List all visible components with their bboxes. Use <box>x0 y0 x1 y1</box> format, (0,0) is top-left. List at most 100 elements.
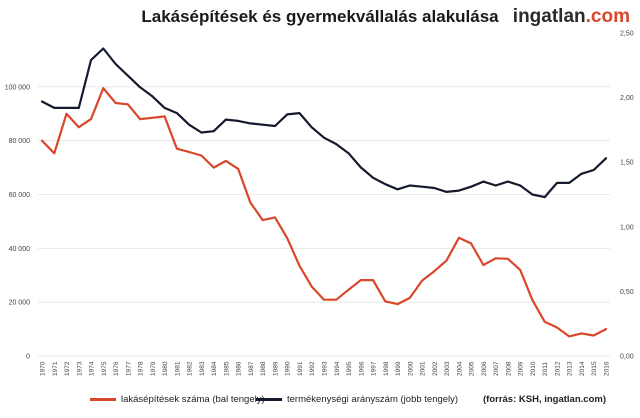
x-tick-label: 2014 <box>579 361 586 376</box>
x-tick-label: 1976 <box>113 361 120 376</box>
x-tick-label: 2012 <box>554 361 561 376</box>
data-point <box>102 87 105 90</box>
data-point <box>359 279 362 281</box>
data-point <box>592 169 595 171</box>
data-point <box>126 103 129 106</box>
x-tick-label: 1993 <box>322 361 329 376</box>
data-point <box>568 335 571 338</box>
data-point <box>310 126 313 129</box>
series-points-2 <box>41 47 607 198</box>
x-tick-label: 1973 <box>76 361 83 376</box>
data-point <box>519 184 522 187</box>
y-left-tick-label: 20 000 <box>9 300 31 307</box>
data-point <box>175 147 178 150</box>
x-tick-label: 1970 <box>40 361 47 376</box>
x-tick-label: 1978 <box>138 361 145 376</box>
y-right-tick-label: 0,00 <box>620 354 634 361</box>
data-point <box>139 118 141 121</box>
data-point <box>335 143 338 146</box>
data-point <box>556 181 558 184</box>
data-point <box>310 285 313 288</box>
x-tick-label: 1982 <box>187 361 194 376</box>
data-point <box>261 219 264 221</box>
x-tick-label: 2016 <box>604 361 611 376</box>
x-tick-label: 1984 <box>211 361 218 376</box>
y-left-tick-label: 80 000 <box>9 138 31 145</box>
legend-label-series2: termékenységi arányszám (jobb tengely) <box>287 394 459 405</box>
y-left-tick-label: 100 000 <box>5 84 30 91</box>
data-point <box>298 112 301 115</box>
x-tick-label: 1995 <box>346 361 353 376</box>
data-point <box>139 86 141 89</box>
data-point <box>433 187 436 189</box>
data-point <box>531 299 534 301</box>
data-point <box>457 236 460 239</box>
x-tick-label: 2013 <box>567 361 574 376</box>
y-left-tick-label: 60 000 <box>9 192 31 199</box>
brand-name: ingatlan <box>512 6 586 27</box>
data-point <box>482 180 485 183</box>
y-left-tick-label: 0 <box>26 354 30 361</box>
data-point <box>65 112 68 115</box>
x-tick-label: 2001 <box>420 361 427 376</box>
y-right-tick-label: 2,50 <box>620 31 634 38</box>
data-point <box>114 63 117 65</box>
data-point <box>592 334 595 337</box>
data-point <box>323 136 325 139</box>
data-point <box>372 279 374 281</box>
x-tick-label: 1980 <box>162 361 169 376</box>
data-point <box>151 116 154 119</box>
data-point <box>114 102 117 104</box>
x-tick-label: 1988 <box>260 361 267 376</box>
x-tick-label: 2008 <box>505 361 512 376</box>
x-tick-label: 1977 <box>125 361 132 376</box>
data-point <box>200 131 203 134</box>
data-point <box>568 181 571 184</box>
data-point <box>53 107 56 109</box>
data-point <box>507 257 509 260</box>
data-point <box>323 298 325 301</box>
data-point <box>274 216 276 219</box>
x-tick-label: 2005 <box>469 361 476 376</box>
data-point <box>445 259 448 262</box>
data-point <box>249 122 252 125</box>
data-point <box>531 193 534 196</box>
series-line-2 <box>40 47 608 199</box>
x-axis: 1970 1971 1972 1973 1974 1975 1976 1977 1978 1979… <box>40 361 611 376</box>
data-point <box>188 123 191 126</box>
data-point <box>77 126 80 129</box>
data-point <box>175 112 178 115</box>
x-tick-label: 1989 <box>272 361 279 376</box>
legend-label-series1: lakásépítések száma (bal tengely) <box>121 394 265 405</box>
y-axis-right: 0,00 0,50 1,00 1,50 2,00 2,50 <box>620 31 634 361</box>
data-point <box>470 185 473 188</box>
x-tick-label: 1979 <box>150 361 157 376</box>
data-point <box>519 268 522 271</box>
brand-tld: com <box>590 6 630 27</box>
data-point <box>347 152 350 155</box>
data-point <box>163 107 166 109</box>
legend-swatch-series2 <box>256 398 282 401</box>
data-point <box>188 151 191 153</box>
data-point <box>580 172 583 175</box>
data-point <box>237 119 240 122</box>
x-tick-label: 1981 <box>174 361 181 376</box>
data-point <box>384 300 387 303</box>
x-tick-label: 1985 <box>223 361 230 376</box>
data-point <box>90 118 92 121</box>
data-point <box>372 176 374 179</box>
data-point <box>41 139 43 142</box>
x-tick-label: 1987 <box>248 361 255 376</box>
data-point <box>482 264 485 266</box>
source-note: (forrás: KSH, ingatlan.com) <box>483 394 606 405</box>
x-tick-label: 1998 <box>383 361 390 376</box>
legend-item-series2: termékenységi arányszám (jobb tengely) <box>256 394 458 405</box>
brand-logo: ingatlan.com <box>513 6 630 28</box>
x-tick-label: 1972 <box>64 361 71 376</box>
data-point <box>163 115 166 118</box>
data-point <box>298 264 301 267</box>
x-tick-label: 2002 <box>432 361 439 376</box>
x-tick-label: 2006 <box>481 361 488 376</box>
data-point <box>53 152 56 155</box>
